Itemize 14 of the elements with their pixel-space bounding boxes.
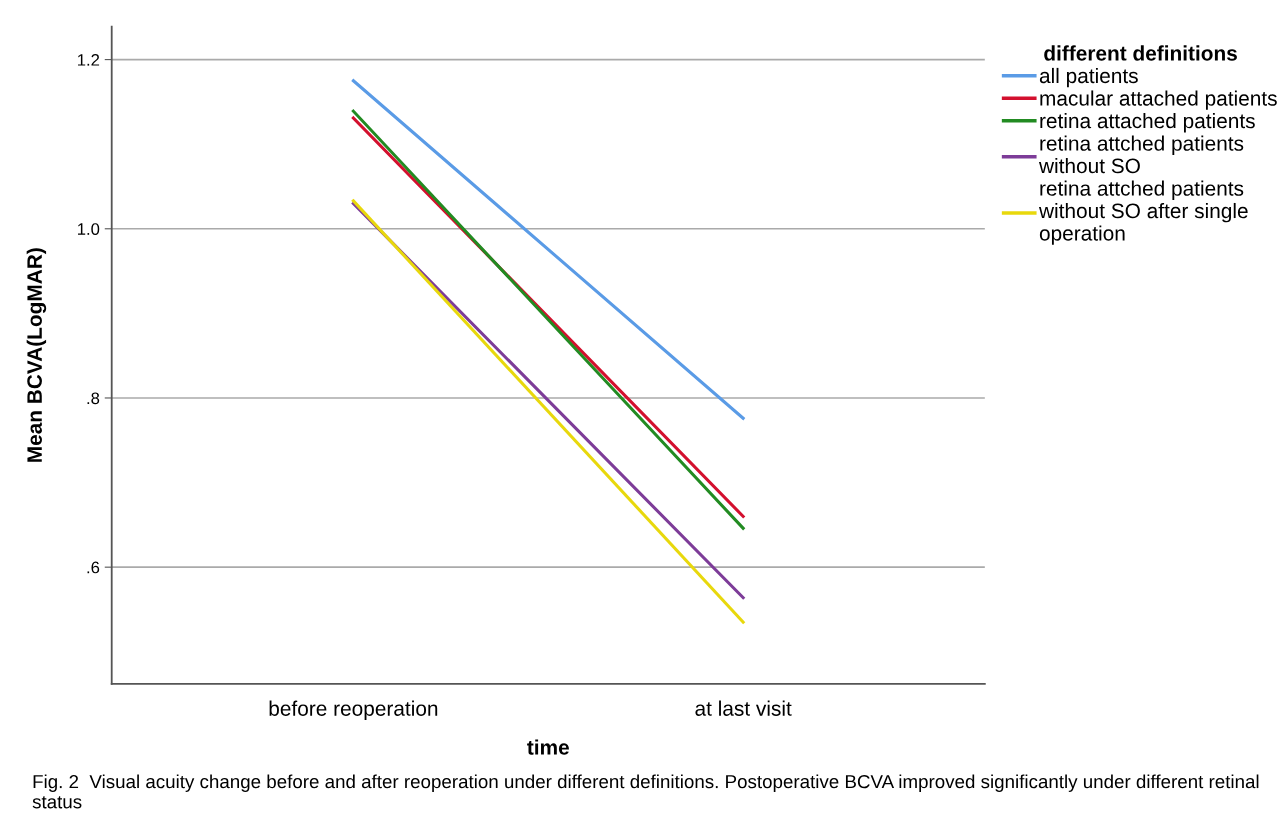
- y-tick-label: 1.2: [78, 53, 100, 66]
- legend-label: macular attached patients: [1040, 90, 1277, 110]
- legend-label: retina attched patients without SO after single operation: [1038, 180, 1248, 245]
- x-tick-label: at last visit: [695, 700, 792, 716]
- x-tick-label: before reoperation: [269, 700, 438, 720]
- y-axis-title: Mean BCVA(LogMAR): [26, 248, 47, 462]
- legend-label: all patients: [1039, 67, 1138, 88]
- x-axis-title: time: [527, 739, 569, 755]
- y-tick-label: 1.0: [78, 223, 100, 235]
- y-tick-label: .8: [87, 392, 100, 405]
- caption: Fig. 2 Visual acuity change before and after reoperation under different definitions. Postoperative BCVA improved significantly under different retinal status: [32, 774, 1259, 809]
- legend-label: retina attached patients: [1040, 112, 1255, 133]
- legend-title: different definitions: [1044, 45, 1237, 61]
- y-tick-label: .6: [87, 561, 100, 574]
